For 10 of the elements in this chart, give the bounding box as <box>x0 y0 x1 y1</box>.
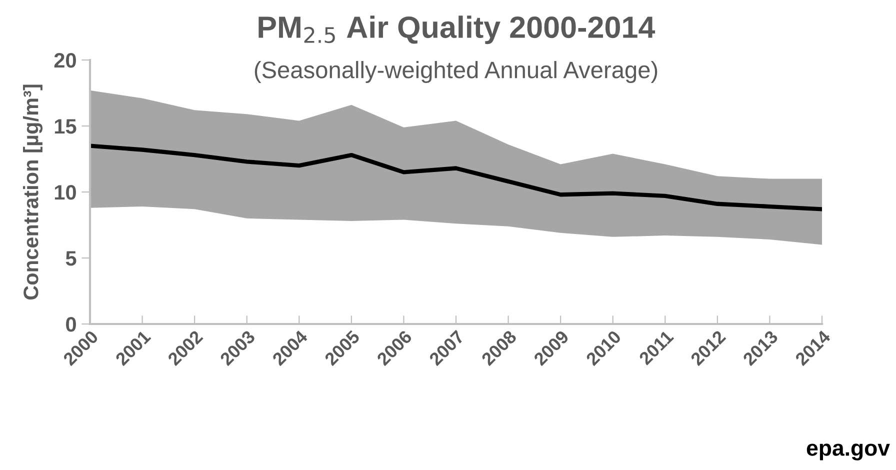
text: epa.gov <box>806 444 890 460</box>
y-tick-label: 0 <box>66 317 76 332</box>
y-tick-label: 20 <box>54 53 76 68</box>
chart-subtitle: (Seasonally-weighted Annual Average) <box>254 60 658 84</box>
y-tick-label: 15 <box>54 119 76 134</box>
chart-title: PM$_{2.5}$ Air Quality 2000-2014 <box>258 16 656 44</box>
y-tick-label: 10 <box>54 185 76 200</box>
y-tick-label: 5 <box>66 251 76 266</box>
y-axis-title: Concentration [µg/m³] <box>23 84 43 300</box>
line-series <box>90 144 822 212</box>
